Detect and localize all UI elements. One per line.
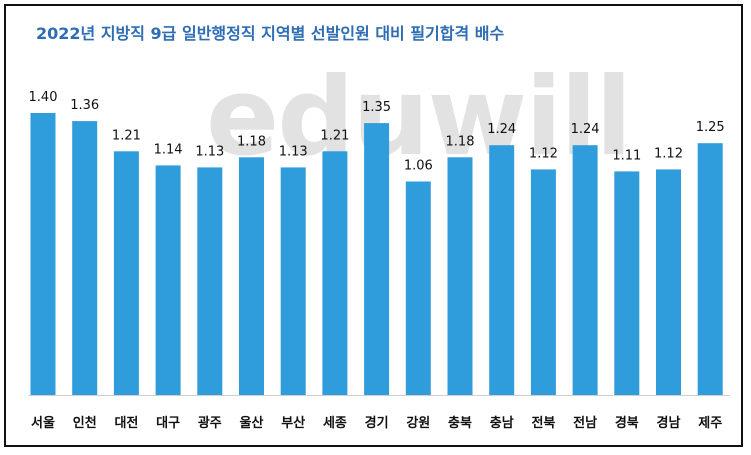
category-label-전북: 전북 — [531, 415, 555, 431]
value-label-광주: 1.13 — [195, 144, 224, 159]
bar-충남 — [489, 145, 515, 395]
value-label-제주: 1.25 — [696, 120, 725, 135]
value-label-충남: 1.24 — [487, 122, 516, 137]
category-label-대전: 대전 — [114, 415, 138, 431]
category-label-경기: 경기 — [365, 415, 389, 431]
value-label-전남: 1.24 — [571, 122, 600, 137]
bar-세종 — [322, 151, 348, 395]
bar-강원 — [405, 181, 431, 395]
category-label-강원: 강원 — [406, 415, 430, 431]
bar-전북 — [530, 169, 556, 395]
value-label-경북: 1.11 — [612, 148, 641, 163]
category-label-경북: 경북 — [615, 415, 639, 431]
value-label-대전: 1.21 — [112, 128, 141, 143]
bar-부산 — [280, 167, 306, 395]
bar-울산 — [239, 157, 264, 395]
value-label-경남: 1.12 — [654, 146, 683, 161]
bar-서울 — [30, 113, 56, 395]
category-label-전남: 전남 — [573, 415, 597, 431]
value-label-부산: 1.13 — [279, 144, 308, 159]
category-label-광주: 광주 — [198, 416, 222, 431]
category-label-경남: 경남 — [657, 415, 681, 431]
bar-광주 — [197, 167, 223, 395]
bar-경북 — [614, 171, 640, 395]
category-label-서울: 서울 — [31, 415, 55, 431]
bar-경남 — [656, 169, 681, 395]
category-label-제주: 제주 — [698, 416, 722, 431]
category-label-충남: 충남 — [490, 415, 514, 431]
category-label-인천: 인천 — [73, 415, 97, 431]
value-label-울산: 1.18 — [237, 134, 266, 149]
category-label-울산: 울산 — [240, 415, 264, 431]
bar-인천 — [72, 121, 98, 395]
value-label-서울: 1.40 — [29, 90, 58, 105]
value-label-대구: 1.14 — [154, 142, 183, 157]
value-label-충북: 1.18 — [446, 134, 475, 149]
bar-대구 — [155, 165, 181, 395]
bar-경기 — [364, 123, 390, 395]
category-label-부산: 부산 — [281, 415, 305, 431]
category-label-세종: 세종 — [323, 416, 347, 431]
value-label-강원: 1.06 — [404, 159, 433, 174]
value-label-세종: 1.21 — [320, 128, 349, 143]
chart-title: 2022년 지방직 9급 일반행정직 지역별 선발인원 대비 필기합격 배수 — [36, 24, 505, 43]
bar-대전 — [113, 151, 139, 395]
value-label-전북: 1.12 — [529, 146, 558, 161]
bar-충북 — [447, 157, 473, 395]
bar-제주 — [697, 143, 723, 395]
value-label-경기: 1.35 — [362, 100, 391, 115]
category-label-충북: 충북 — [448, 415, 472, 431]
value-label-인천: 1.36 — [70, 98, 99, 113]
category-label-대구: 대구 — [156, 416, 180, 431]
bar-전남 — [572, 145, 598, 395]
